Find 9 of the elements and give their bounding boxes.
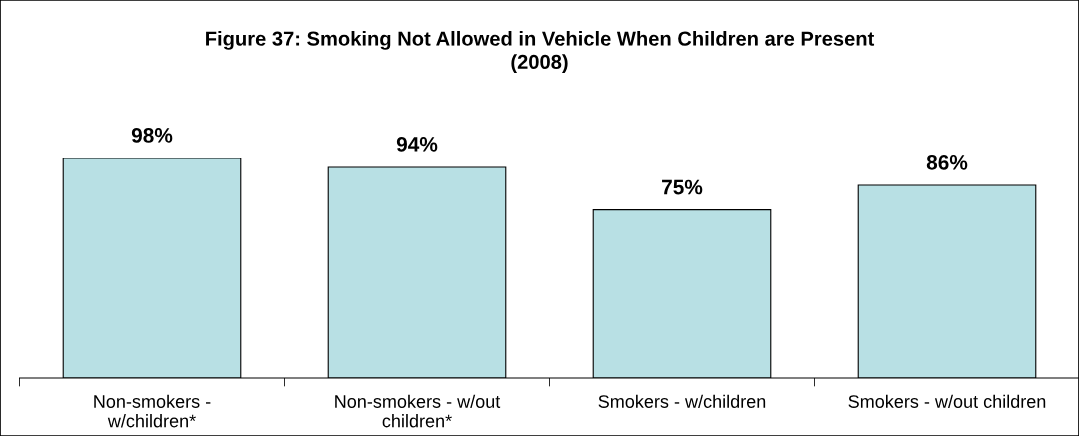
chart-title: Figure 37: Smoking Not Allowed in Vehicle When Children are Present (2008) (206, 30, 875, 74)
data-label: 75% (662, 179, 703, 195)
x-tick-label: Non-smokers - w/children* (94, 394, 211, 428)
x-tick-label: Non-smokers - w/out children* (335, 394, 501, 428)
x-tick-label: Smokers - w/out children (848, 394, 1046, 408)
data-label: 98% (131, 128, 173, 143)
data-label: 94% (396, 137, 438, 152)
data-label: 86% (926, 154, 968, 170)
x-tick-label: Smokers - w/children (598, 394, 766, 408)
